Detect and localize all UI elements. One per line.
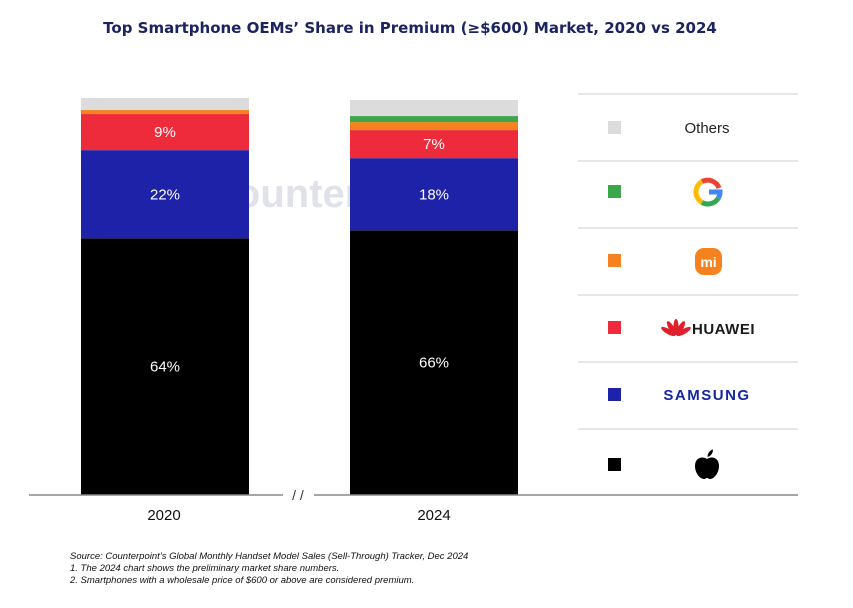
bar-segment-apple-2024 [350, 230, 518, 495]
bar-segment-samsung-2020 [81, 150, 249, 239]
bars-group: 64% 22% 9% 66% 18% 7% [81, 98, 518, 496]
bar-segment-others-2020 [81, 98, 249, 111]
chart-title: Top Smartphone OEMs’ Share in Premium (≥… [103, 19, 717, 37]
legend-swatch-apple [608, 458, 621, 471]
data-label-apple-2024: 66% [419, 355, 449, 372]
legend-label-others: Others [684, 120, 729, 137]
huawei-logo-text: HUAWEI [692, 321, 755, 338]
bar-segment-xiaomi-2024 [350, 122, 518, 131]
footnote-1: 1. The 2024 chart shows the preliminary … [70, 563, 339, 574]
legend-swatch-huawei [608, 321, 621, 334]
x-tick-label-2020: 2020 [147, 507, 180, 524]
x-tick-label-2024: 2024 [417, 507, 450, 524]
bar-segment-others-2024 [350, 100, 518, 117]
data-label-huawei-2024: 7% [423, 136, 445, 153]
apple-logo-icon [695, 449, 719, 479]
huawei-logo-icon [661, 319, 691, 337]
data-label-samsung-2020: 22% [150, 186, 180, 203]
legend-swatch-google [608, 185, 621, 198]
bar-segment-apple-2020 [81, 238, 249, 496]
legend-swatch-xiaomi [608, 254, 621, 267]
data-label-apple-2020: 64% [150, 359, 180, 376]
legend-swatch-samsung [608, 388, 621, 401]
xiaomi-logo-icon: mi [695, 248, 722, 275]
legend: Others mi HUAWEI SAMSUNG [578, 93, 798, 479]
legend-swatch-others [608, 121, 621, 134]
xiaomi-logo-text: mi [700, 254, 716, 270]
source-note: Source: Counterpoint’s Global Monthly Ha… [70, 551, 468, 562]
google-logo-icon [693, 177, 723, 207]
bar-segment-google-2024 [350, 116, 518, 123]
data-label-samsung-2024: 18% [419, 186, 449, 203]
bar-segment-huawei-2020 [81, 114, 249, 151]
bar-segment-samsung-2024 [350, 158, 518, 231]
axis-break-mark: / / [292, 487, 304, 503]
bar-segment-xiaomi-2020 [81, 110, 249, 115]
data-label-huawei-2020: 9% [154, 124, 176, 141]
samsung-logo-text: SAMSUNG [663, 387, 750, 404]
bar-segment-huawei-2024 [350, 130, 518, 159]
footnote-2: 2. Smartphones with a wholesale price of… [69, 575, 414, 586]
